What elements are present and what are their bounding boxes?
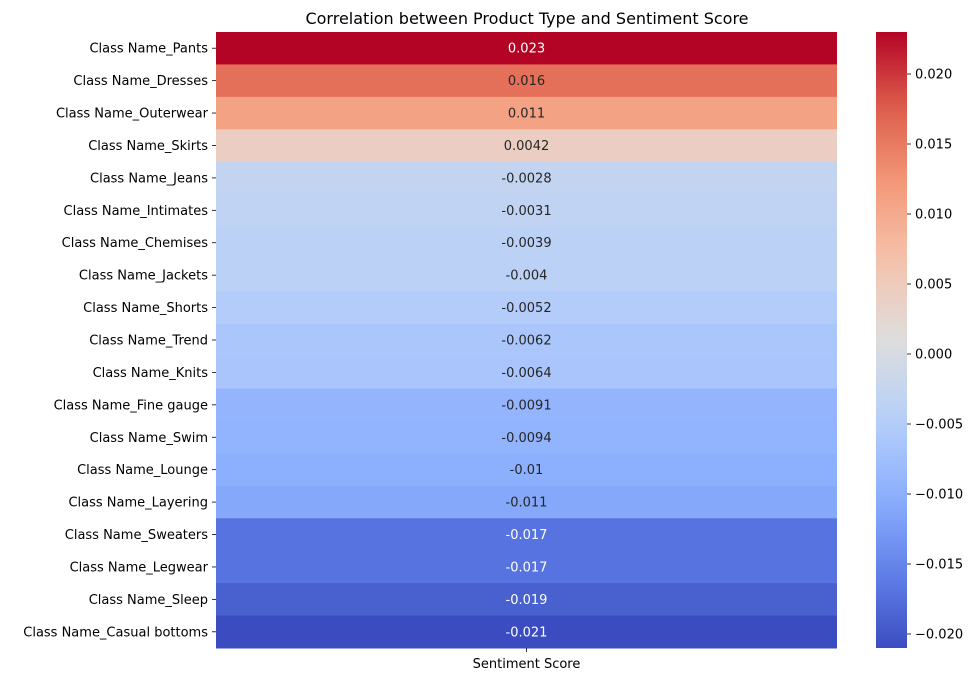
row-label: Class Name_Casual bottoms <box>23 625 208 640</box>
row-label: Class Name_Swim <box>90 431 208 446</box>
cell-value-label: -0.019 <box>506 593 548 608</box>
heatmap-cell <box>216 388 837 422</box>
heatmap-cell <box>216 323 837 357</box>
cell-value-label: -0.0064 <box>501 366 551 381</box>
chart-title: Correlation between Product Type and Sen… <box>305 9 748 28</box>
row-label: Class Name_Chemises <box>62 236 209 251</box>
cell-value-label: -0.0028 <box>501 171 551 186</box>
heatmap-cell <box>216 453 837 487</box>
row-label: Class Name_Pants <box>89 42 208 57</box>
heatmap-cell <box>216 518 837 552</box>
cell-value-label: 0.011 <box>508 107 545 122</box>
colorbar-tick-label: 0.015 <box>915 138 952 153</box>
heatmap-cell <box>216 129 837 163</box>
colorbar-tick-label: 0.000 <box>915 348 952 363</box>
cell-value-label: -0.0039 <box>501 236 551 251</box>
cell-value-label: -0.0062 <box>501 334 551 349</box>
cell-value-label: -0.017 <box>506 528 548 543</box>
row-label: Class Name_Legwear <box>70 560 209 575</box>
colorbar-tick-label: 0.005 <box>915 278 952 293</box>
heatmap-cell <box>216 615 837 649</box>
row-label: Class Name_Sweaters <box>65 528 208 543</box>
cell-value-label: -0.021 <box>506 625 548 640</box>
colorbar-tick-label: −0.020 <box>915 628 963 643</box>
colorbar-tick-label: 0.020 <box>915 68 952 83</box>
heatmap-cell <box>216 550 837 584</box>
heatmap-cell <box>216 96 837 130</box>
row-label: Class Name_Outerwear <box>56 107 209 122</box>
cell-value-label: 0.0042 <box>504 139 550 154</box>
colorbar-tick-label: −0.015 <box>915 558 963 573</box>
cell-value-label: -0.0091 <box>501 398 551 413</box>
heatmap-cell <box>216 356 837 390</box>
column-label: Sentiment Score <box>473 657 581 672</box>
heatmap-cell <box>216 226 837 260</box>
row-label: Class Name_Fine gauge <box>54 398 208 413</box>
colorbar-tick-label: −0.010 <box>915 488 963 503</box>
column-labels: Sentiment Score <box>473 648 581 672</box>
cell-value-label: -0.0031 <box>501 204 551 219</box>
cell-value-label: 0.016 <box>508 74 545 89</box>
cell-value-label: 0.023 <box>508 42 545 57</box>
heatmap-cell <box>216 291 837 325</box>
heatmap-cell <box>216 64 837 98</box>
row-label: Class Name_Lounge <box>77 463 208 478</box>
colorbar-tick-label: −0.005 <box>915 418 963 433</box>
row-label: Class Name_Knits <box>93 366 209 381</box>
cell-value-label: -0.0052 <box>501 301 551 316</box>
colorbar-tick-label: 0.010 <box>915 208 952 223</box>
heatmap-cell <box>216 421 837 454</box>
row-label: Class Name_Sleep <box>89 593 208 608</box>
cell-value-label: -0.0094 <box>501 431 551 446</box>
heatmap-cell <box>216 194 837 228</box>
cell-value-label: -0.004 <box>506 269 548 284</box>
row-labels: Class Name_Pants Class Name_Dresses Class … <box>23 42 216 640</box>
row-label: Class Name_Layering <box>68 496 208 511</box>
row-label: Class Name_Shorts <box>83 301 208 316</box>
row-label: Class Name_Jackets <box>79 269 208 284</box>
heatmap-cell <box>216 583 837 617</box>
heatmap-cell <box>216 161 837 195</box>
cell-value-label: -0.01 <box>510 463 544 478</box>
heatmap-cell <box>216 258 837 292</box>
row-label: Class Name_Intimates <box>64 204 209 219</box>
row-label: Class Name_Trend <box>89 334 208 349</box>
heatmap-cells: 0.023 0.016 0.011 0.0042 -0.0028 -0.0031 -0.00… <box>216 32 837 649</box>
row-label: Class Name_Jeans <box>90 171 208 186</box>
cell-value-label: -0.011 <box>506 496 548 511</box>
heatmap-cell <box>216 485 837 519</box>
row-label: Class Name_Skirts <box>88 139 208 154</box>
colorbar-gradient <box>876 32 907 648</box>
cell-value-label: -0.017 <box>506 560 548 575</box>
row-label: Class Name_Dresses <box>73 74 208 89</box>
heatmap-cell <box>216 32 837 65</box>
colorbar: 0.020 0.015 0.010 0.005 0.000 −0.005 −0.010 −0.… <box>876 32 963 648</box>
